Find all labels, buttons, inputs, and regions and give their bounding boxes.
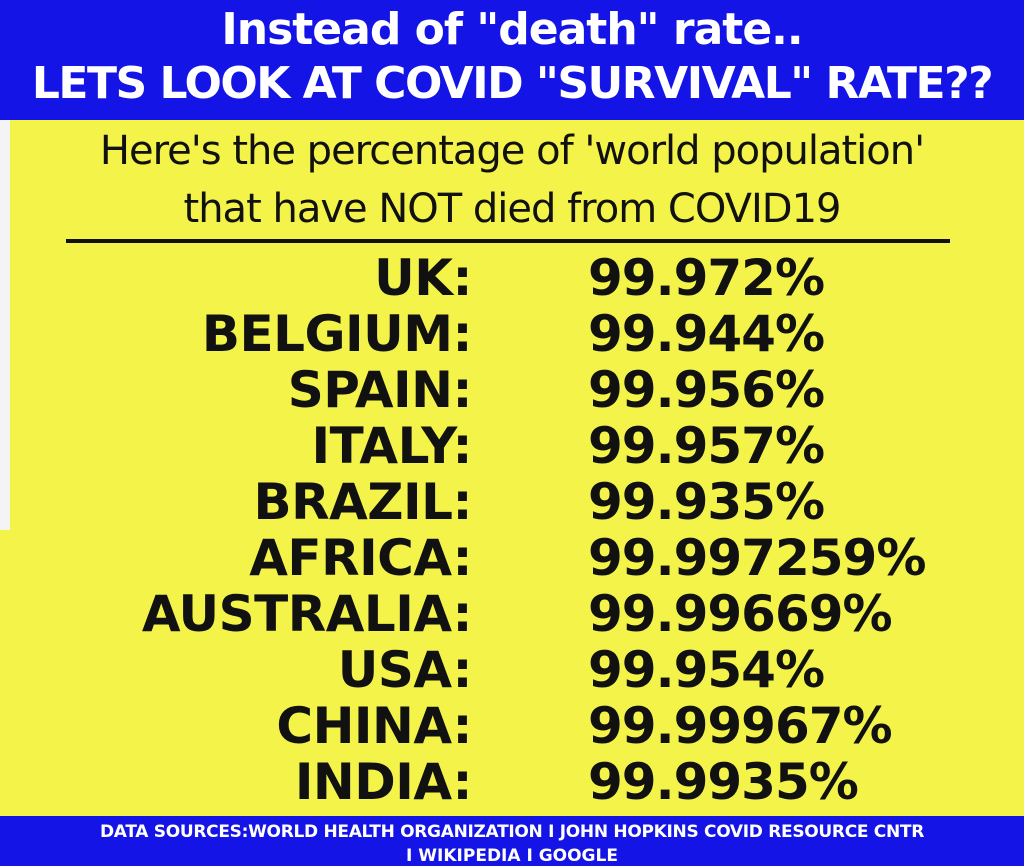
country-label: UK: <box>374 249 472 307</box>
subtitle-underline <box>66 239 950 243</box>
subtitle-line2: that have NOT died from COVID19 <box>183 186 842 232</box>
header-title-line2: LETS LOOK AT COVID "SURVIVAL" RATE?? <box>31 58 994 109</box>
percentage-value: 99.972% <box>588 249 825 307</box>
percentage-value: 99.99967% <box>588 697 893 755</box>
header-banner: Instead of "death" rate.. LETS LOOK AT C… <box>0 0 1024 120</box>
percentage-value: 99.944% <box>588 305 825 363</box>
left-edge-strip <box>0 120 10 530</box>
list-item: INDIA: 99.9935% <box>0 754 1024 810</box>
footer-sources: DATA SOURCES:WORLD HEALTH ORGANIZATION I… <box>0 816 1024 866</box>
footer-sources-line2: I WIKIPEDIA I GOOGLE <box>406 846 618 866</box>
list-item: BELGIUM: 99.944% <box>0 306 1024 362</box>
list-item: USA: 99.954% <box>0 642 1024 698</box>
country-label: ITALY: <box>311 417 473 475</box>
subtitle-line1: Here's the percentage of 'world populati… <box>99 128 925 174</box>
percentage-value: 99.954% <box>588 641 825 699</box>
footer-sources-line1: DATA SOURCES:WORLD HEALTH ORGANIZATION I… <box>99 822 925 842</box>
list-item: AUSTRALIA: 99.99669% <box>0 586 1024 642</box>
list-item: SPAIN: 99.956% <box>0 362 1024 418</box>
country-label: SPAIN: <box>287 361 473 419</box>
list-item: CHINA: 99.99967% <box>0 698 1024 754</box>
percentage-value: 99.956% <box>588 361 825 419</box>
country-label: BELGIUM: <box>201 305 473 363</box>
percentage-value: 99.957% <box>588 417 825 475</box>
percentage-value: 99.935% <box>588 473 825 531</box>
country-label: BRAZIL: <box>253 473 472 531</box>
list-item: UK: 99.972% <box>0 250 1024 306</box>
list-item: AFRICA: 99.997259% <box>0 530 1024 586</box>
country-label: AFRICA: <box>249 529 472 587</box>
country-label: USA: <box>337 641 473 699</box>
percentage-value: 99.99669% <box>588 585 893 643</box>
country-label: AUSTRALIA: <box>141 585 473 643</box>
percentage-value: 99.997259% <box>588 529 926 587</box>
list-item: BRAZIL: 99.935% <box>0 474 1024 530</box>
content-panel <box>10 120 1024 816</box>
header-title-line1: Instead of "death" rate.. <box>221 4 803 55</box>
country-label: CHINA: <box>276 697 472 755</box>
country-label: INDIA: <box>294 753 473 811</box>
list-item: ITALY: 99.957% <box>0 418 1024 474</box>
percentage-value: 99.9935% <box>588 753 859 811</box>
